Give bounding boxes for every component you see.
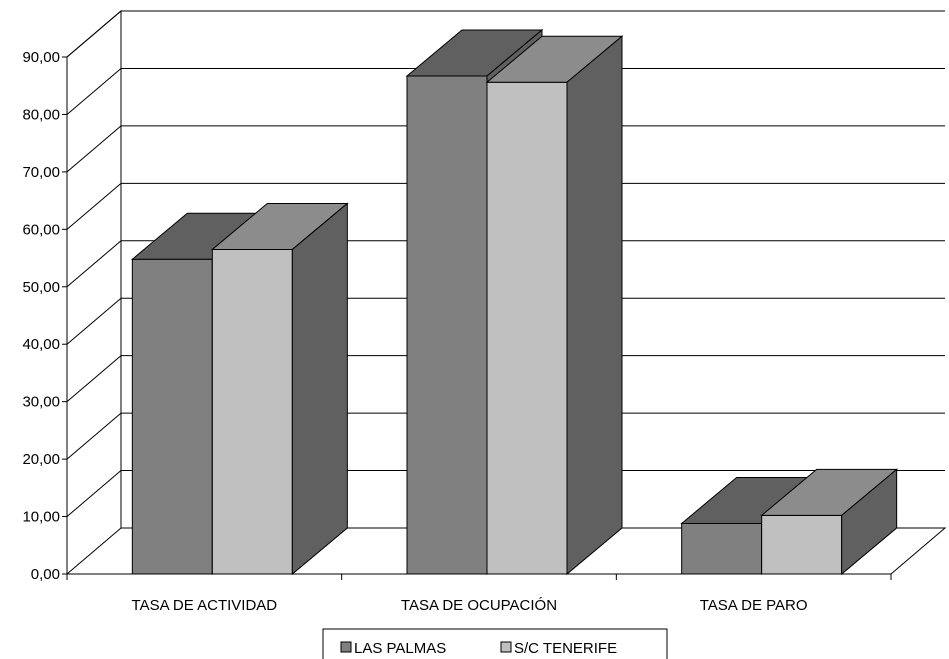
bar-front bbox=[131, 258, 213, 575]
gridline-side bbox=[66, 412, 122, 460]
legend-label: LAS PALMAS bbox=[354, 640, 446, 657]
y-tick-label: 70,00 bbox=[22, 164, 60, 181]
legend-label: S/C TENERIFE bbox=[514, 640, 617, 657]
gridline-side bbox=[66, 68, 122, 115]
y-tick-label: 90,00 bbox=[22, 49, 60, 66]
y-tick-label: 60,00 bbox=[22, 221, 60, 238]
x-tick-label: TASA DE PARO bbox=[700, 597, 808, 614]
legend: LAS PALMAS S/C TENERIFE bbox=[322, 628, 668, 659]
bar-front bbox=[406, 75, 488, 575]
gridline-side bbox=[66, 470, 122, 517]
x-tick-label: TASA DE ACTIVIDAD bbox=[132, 597, 278, 614]
bar-side bbox=[291, 202, 348, 576]
x-axis-labels: TASA DE ACTIVIDAD TASA DE OCUPACIÓN TASA D… bbox=[132, 597, 808, 614]
bar bbox=[760, 468, 899, 576]
bar-front bbox=[486, 81, 568, 575]
y-axis-ticks: 0,00 10,00 20,00 30,00 40,00 50,00 60,00 70,00 8… bbox=[22, 49, 67, 583]
bars bbox=[130, 28, 899, 576]
x-tick-label: TASA DE OCUPACIÓN bbox=[401, 597, 557, 614]
legend-swatch bbox=[500, 641, 512, 653]
bar-front bbox=[681, 522, 763, 575]
y-tick-label: 0,00 bbox=[31, 566, 60, 583]
gridline-side bbox=[66, 240, 122, 288]
gridline-side bbox=[66, 125, 122, 173]
legend-box bbox=[322, 628, 668, 659]
gridline-side bbox=[66, 297, 122, 345]
y-tick-label: 50,00 bbox=[22, 279, 60, 296]
gridline-side bbox=[66, 527, 122, 575]
side-wall-edge bbox=[66, 9, 122, 574]
y-tick-label: 30,00 bbox=[22, 394, 60, 411]
gridline-side bbox=[66, 10, 122, 58]
bar-side bbox=[841, 468, 898, 576]
gridline-side bbox=[66, 355, 122, 403]
bar-side bbox=[566, 35, 623, 576]
y-tick-label: 20,00 bbox=[22, 451, 60, 468]
bar-front bbox=[761, 514, 843, 575]
y-tick-label: 80,00 bbox=[22, 106, 60, 123]
bar-front bbox=[211, 248, 293, 575]
axes bbox=[66, 57, 892, 580]
gridline-side bbox=[66, 182, 122, 230]
y-tick-label: 40,00 bbox=[22, 336, 60, 353]
legend-swatch bbox=[340, 641, 352, 653]
y-tick-label: 10,00 bbox=[22, 509, 60, 526]
bar bbox=[210, 202, 349, 576]
bar bbox=[485, 35, 624, 576]
